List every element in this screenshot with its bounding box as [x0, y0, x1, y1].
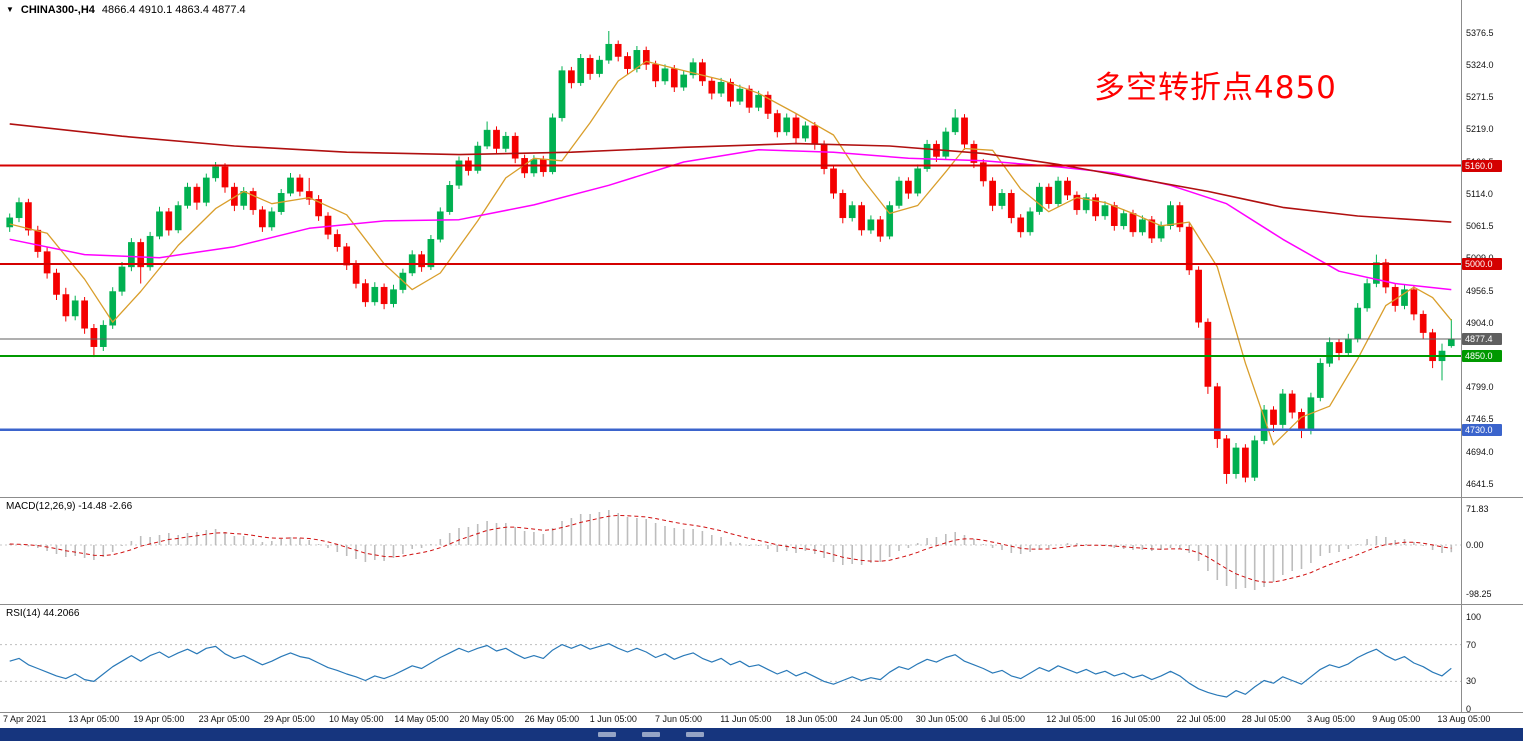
taskbar-mark [642, 732, 660, 737]
time-label: 13 Aug 05:00 [1437, 714, 1491, 724]
time-label: 29 Apr 05:00 [263, 714, 315, 724]
time-label: 7 Jun 05:00 [655, 714, 703, 724]
taskbar-mark [598, 732, 616, 737]
axis-tick: 71.83 [1466, 504, 1489, 515]
taskbar-mark [686, 732, 704, 737]
time-label: 13 Apr 05:00 [68, 714, 120, 724]
time-label: 23 Apr 05:00 [198, 714, 250, 724]
time-label: 16 Jul 05:00 [1111, 714, 1161, 724]
axis-tick: 5219.0 [1466, 124, 1494, 135]
axis-tick: 5376.5 [1466, 27, 1494, 38]
axis-tick: 4904.0 [1466, 317, 1494, 328]
ma-slow-line [9, 123, 1452, 223]
time-label: 30 Jun 05:00 [915, 714, 968, 724]
price-axis[interactable]: 5376.55324.05271.55219.05166.55114.05061… [1462, 0, 1523, 714]
time-label: 7 Apr 2021 [3, 714, 47, 724]
axis-tick: 70 [1466, 639, 1477, 650]
time-label: 3 Aug 05:00 [1307, 714, 1356, 724]
axis-tick: 4746.5 [1466, 414, 1494, 425]
macd-signal-line [9, 514, 1452, 583]
axis-tick: 4641.5 [1466, 478, 1494, 489]
axis-tick: 4799.0 [1466, 382, 1494, 393]
time-label: 20 May 05:00 [459, 714, 514, 724]
time-label: 24 Jun 05:00 [850, 714, 903, 724]
time-label: 10 May 05:00 [329, 714, 384, 724]
axis-tick: 100 [1466, 612, 1482, 622]
time-label: 6 Jul 05:00 [981, 714, 1026, 724]
axis-tick: 0 [1466, 704, 1472, 714]
time-label: 19 Apr 05:00 [133, 714, 185, 724]
axis-tick: -98.25 [1466, 589, 1492, 600]
rsi-pane [0, 643, 1461, 698]
axis-tick: 4956.5 [1466, 285, 1494, 296]
taskbar-strip[interactable] [0, 728, 1523, 741]
time-label: 12 Jul 05:00 [1046, 714, 1096, 724]
price-tag-4850.0[interactable]: 4850.0 [1462, 349, 1502, 362]
time-label: 1 Jun 05:00 [589, 714, 637, 724]
time-label: 9 Aug 05:00 [1372, 714, 1421, 724]
price-tag-4877.4[interactable]: 4877.4 [1462, 333, 1502, 346]
symbol-title: CHINA300-,H4 [20, 4, 95, 16]
time-label: 18 Jun 05:00 [785, 714, 838, 724]
rsi-line [9, 643, 1452, 698]
pane-frame [0, 0, 1523, 713]
time-label: 22 Jul 05:00 [1176, 714, 1226, 724]
axis-tick: 0.00 [1466, 540, 1484, 550]
axis-tick: 4694.0 [1466, 446, 1494, 457]
annotation-text: 多空转折点4850 [1094, 70, 1337, 106]
axis-tick: 30 [1466, 676, 1477, 687]
symbol-dropdown-icon[interactable]: ▼ [6, 5, 14, 14]
time-label: 28 Jul 05:00 [1241, 714, 1291, 724]
ma-fast-line [9, 60, 1452, 446]
symbol-header[interactable]: ▼ CHINA300-,H4 4866.4 4910.1 4863.4 4877… [6, 4, 246, 16]
price-tag-5160.0[interactable]: 5160.0 [1462, 159, 1502, 172]
time-label: 14 May 05:00 [394, 714, 449, 724]
price-tag-4730.0[interactable]: 4730.0 [1462, 423, 1502, 436]
axis-tick: 5271.5 [1466, 92, 1494, 103]
macd-pane [0, 510, 1461, 590]
moving-averages-layer [9, 60, 1452, 446]
ma-medium-line [9, 148, 1452, 291]
time-label: 26 May 05:00 [524, 714, 580, 724]
macd-label: MACD(12,26,9) -14.48 -2.66 [6, 501, 133, 512]
price-tag-5000.0[interactable]: 5000.0 [1462, 257, 1502, 270]
axis-tick: 5061.5 [1466, 221, 1494, 232]
level-lines-layer [0, 164, 1461, 431]
time-label: 11 Jun 05:00 [720, 714, 772, 724]
time-axis[interactable]: 7 Apr 2021 13 Apr 05:00 19 Apr 05:00 23 Apr… [0, 714, 1490, 728]
symbol-ohlc: 4866.4 4910.1 4863.4 4877.4 [101, 4, 246, 16]
axis-tick: 5114.0 [1466, 188, 1493, 199]
axis-tick: 5324.0 [1466, 60, 1494, 71]
rsi-label: RSI(14) 44.2066 [6, 608, 80, 619]
